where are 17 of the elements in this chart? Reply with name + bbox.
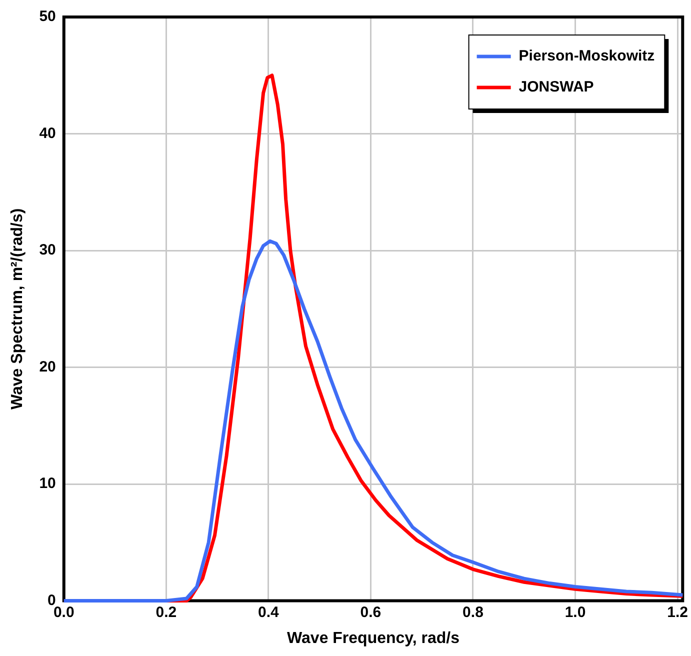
- x-tick-label: 0.4: [258, 604, 280, 621]
- x-tick-label: 0.0: [53, 604, 74, 621]
- x-tick-label: 1.0: [564, 604, 586, 621]
- x-axis-title: Wave Frequency, rad/s: [287, 630, 460, 647]
- y-tick-label: 30: [39, 242, 56, 259]
- legend-label: JONSWAP: [518, 78, 594, 96]
- y-tick-label: 20: [39, 358, 56, 376]
- y-tick-label: 10: [39, 475, 56, 492]
- x-tick-label: 0.8: [462, 604, 484, 621]
- y-tick-label: 40: [39, 124, 56, 142]
- x-tick-label: 0.6: [360, 604, 382, 621]
- x-tick-label: 1.2: [667, 604, 688, 621]
- y-tick-label: 0: [48, 592, 56, 609]
- y-tick-label: 50: [39, 8, 56, 26]
- legend-label: Pierson-Moskowitz: [518, 48, 655, 65]
- y-axis-title: Wave Spectrum, m²/(rad/s): [9, 208, 26, 410]
- x-tick-label: 0.2: [156, 604, 177, 621]
